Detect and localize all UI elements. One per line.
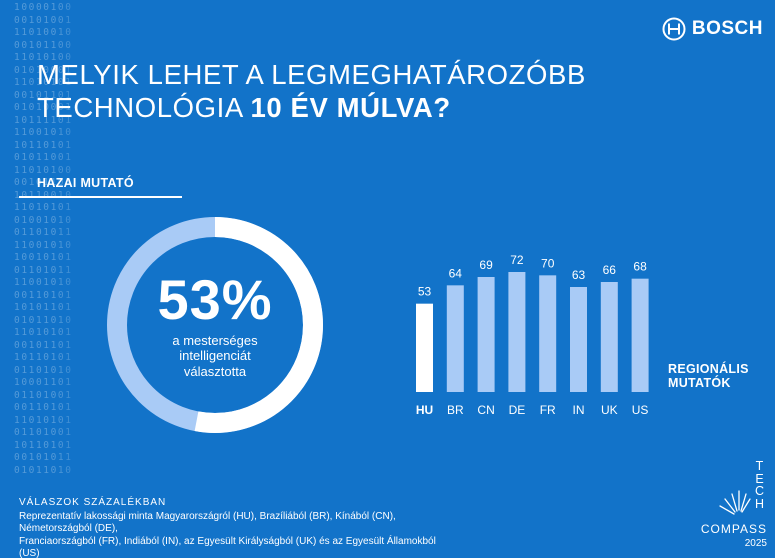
bar-cn [477,277,495,392]
home-indicator-label: HAZAI MUTATÓ [37,176,134,190]
regional-label-line2: MUTATÓK [668,376,731,390]
bosch-logo: BOSCH [662,17,763,41]
compass-rays-icon [719,490,751,515]
donut-value-ring [107,217,323,433]
tech-letter: H [754,496,765,511]
footer: VÁLASZOK SZÁZALÉKBAN Reprezentatív lakos… [19,497,439,558]
tech-letter: T [755,459,765,473]
title-line1: MELYIK LEHET A LEGMEGHATÁROZÓBB [37,59,586,90]
regional-indicators-label: REGIONÁLIS MUTATÓK [668,362,749,390]
bar-uk [600,282,618,392]
category-label-de: DE [509,403,526,417]
compass-text: COMPASS [700,522,767,536]
section-divider [19,196,182,198]
home-caption: a mesterséges intelligenciát választotta [172,332,258,379]
regional-label-line1: REGIONÁLIS [668,362,749,376]
bar-fr [539,275,557,392]
home-percent: 53% [157,267,273,331]
value-label-uk: 66 [603,263,617,277]
value-label-cn: 69 [479,258,493,272]
footer-note-line1: Reprezentatív lakossági minta Magyarorsz… [19,510,396,535]
page-title: MELYIK LEHET A LEGMEGHATÁROZÓBB TECHNOLÓ… [37,58,677,124]
tech-letter: C [754,484,765,498]
category-label-hu: HU [416,403,433,417]
bar-us [631,278,649,392]
compass-year: 2025 [744,538,767,549]
category-label-br: BR [447,403,464,417]
bar-hu [416,303,433,392]
category-label-uk: UK [601,403,618,417]
donut-svg [107,217,323,433]
category-label-fr: FR [540,403,556,417]
bosch-armature-icon [662,17,686,41]
title-line2-regular: TECHNOLÓGIA [37,92,251,123]
brand-name: BOSCH [691,18,763,39]
category-label-cn: CN [477,403,494,417]
bar-in [570,287,587,392]
title-line2-bold: 10 ÉV MÚLVA? [250,92,451,123]
tech-compass-logo: T E C H COMPASS 2025 [690,456,775,558]
category-label-us: US [632,403,649,417]
binary-pattern: 10000100 00101001 11010010 00101100 1101… [14,2,104,482]
value-label-in: 63 [572,268,586,282]
home-donut-chart: 53% a mesterséges intelligenciát választ… [105,215,325,435]
bar-de [508,272,526,392]
value-label-fr: 70 [541,256,555,270]
tech-vertical-text: T E C H [755,460,765,510]
footer-note: Reprezentatív lakossági minta Magyarorsz… [19,511,439,558]
value-label-de: 72 [510,253,524,267]
donut-center: 53% a mesterséges intelligenciát választ… [105,215,325,435]
value-label-br: 64 [449,266,463,280]
tech-letter: E [755,471,765,486]
category-label-in: IN [573,403,585,417]
value-label-us: 68 [633,260,647,274]
value-label-hu: 53 [418,285,432,299]
footer-heading: VÁLASZOK SZÁZALÉKBAN [19,497,167,508]
footer-note-line2: Franciaországból (FR), Indiából (IN), az… [19,535,436,558]
bar-br [446,285,464,392]
